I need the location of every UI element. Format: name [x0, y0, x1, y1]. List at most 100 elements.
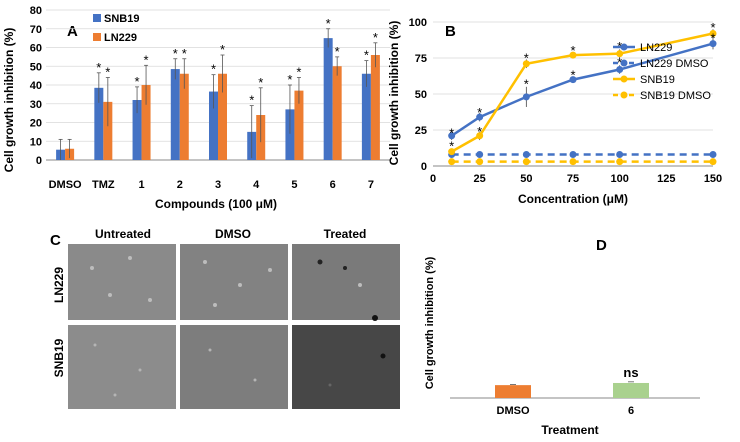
bar-snb19 — [170, 69, 180, 160]
data-point — [569, 76, 577, 84]
significance-star: * — [364, 48, 369, 63]
data-point — [616, 158, 624, 166]
significance-star: * — [373, 30, 378, 45]
legend-marker — [620, 91, 628, 99]
y-tick-label: 50 — [415, 89, 427, 101]
x-tick-label: 7 — [368, 179, 374, 191]
micrograph-snb19-dmso — [180, 325, 288, 409]
bar-snb19 — [323, 38, 333, 160]
column-label-dmso: DMSO — [215, 227, 251, 241]
panel-a-ylabel: Cell growth inhibition (%) — [2, 28, 16, 173]
significance-star: * — [477, 105, 482, 120]
panel-c-label: C — [50, 232, 61, 249]
data-point — [709, 150, 717, 158]
significance-star: * — [173, 46, 178, 61]
column-label-untreated: Untreated — [95, 227, 151, 241]
data-point — [522, 60, 530, 68]
bar-ln229 — [370, 55, 380, 160]
x-tick-label: 75 — [567, 173, 579, 185]
x-tick-label: 125 — [657, 173, 675, 185]
y-tick-label: 50 — [30, 61, 42, 73]
data-point — [476, 158, 484, 166]
significance-star: * — [524, 76, 529, 91]
y-tick-label: 20 — [30, 118, 42, 130]
panel-b-ylabel: Cell growth inhibition (%) — [387, 21, 401, 166]
panel-d-ylabel: Cell growth inhibition (%) — [424, 256, 436, 389]
data-point — [448, 132, 456, 140]
y-tick-label: 40 — [30, 80, 42, 92]
significance-star: * — [617, 55, 622, 70]
legend-label: SNB19 DMSO — [640, 90, 711, 102]
y-tick-label: 25 — [415, 125, 427, 137]
data-point — [476, 113, 484, 121]
data-point — [569, 51, 577, 59]
legend-swatch-snb19 — [93, 14, 101, 22]
panel-d-xlabel: Treatment — [541, 423, 598, 437]
significance-star: * — [296, 65, 301, 80]
x-tick-label: 0 — [430, 173, 436, 185]
bar-ln229 — [141, 85, 151, 160]
micrograph-snb19-treated — [292, 325, 400, 409]
legend-label: SNB19 — [640, 74, 675, 86]
micrograph-ln229-untreated — [68, 244, 176, 320]
y-tick-label: 80 — [30, 5, 42, 17]
series-line-snb19 — [451, 32, 714, 153]
significance-star: * — [524, 50, 529, 65]
column-label-treated: Treated — [324, 227, 367, 241]
x-tick-label: 25 — [474, 173, 486, 185]
row-label-snb19: SNB19 — [52, 338, 66, 377]
x-tick-label: 3 — [215, 179, 221, 191]
significance-star: * — [135, 74, 140, 89]
x-tick-label: 1 — [138, 179, 144, 191]
x-tick-label: 4 — [253, 179, 260, 191]
x-tick-label: DMSO — [49, 179, 82, 191]
significance-star: * — [477, 124, 482, 139]
significance-star: * — [326, 16, 331, 31]
panel-a-label: A — [67, 23, 78, 40]
panel-d-plot: DMSO 6 ns — [450, 365, 700, 417]
data-point — [476, 150, 484, 158]
data-point — [448, 148, 456, 156]
significance-star: * — [449, 138, 454, 153]
significance-star: * — [449, 125, 454, 140]
bar-ln229 — [103, 101, 113, 160]
data-point — [709, 158, 717, 166]
series-line-ln229 — [450, 42, 714, 137]
bar-ln229 — [294, 90, 304, 160]
bar-snb19 — [132, 100, 142, 160]
panel-b-label: B — [445, 23, 456, 40]
legend-marker — [620, 75, 628, 83]
legend-label: LN229 — [640, 42, 672, 54]
data-point — [476, 132, 484, 140]
bar-6 — [613, 382, 649, 398]
data-point — [522, 93, 530, 101]
significance-star: * — [710, 30, 715, 45]
micrograph-ln229-dmso — [180, 244, 288, 320]
y-tick-label: 0 — [421, 161, 427, 173]
significance-star: * — [570, 68, 575, 83]
data-point — [709, 30, 717, 38]
y-tick-label: 75 — [415, 53, 427, 65]
significance-star: * — [570, 43, 575, 58]
significance-star: * — [220, 42, 225, 57]
data-point — [448, 158, 456, 166]
data-point — [569, 150, 577, 158]
significance-star: * — [182, 46, 187, 61]
data-point — [522, 158, 530, 166]
legend-label-snb19: SNB19 — [104, 13, 139, 25]
x-tick-label: DMSO — [497, 405, 530, 417]
y-tick-label: 100 — [409, 17, 427, 29]
x-tick-label: 150 — [704, 173, 722, 185]
significance-star: * — [335, 44, 340, 59]
data-point — [616, 150, 624, 158]
significance-star: * — [211, 62, 216, 77]
significance-star: * — [105, 65, 110, 80]
panel-d-label: D — [596, 237, 607, 254]
panel-b-xlabel: Concentration (μM) — [518, 192, 628, 206]
x-tick-label: 5 — [291, 179, 297, 191]
significance-star: * — [144, 52, 149, 67]
x-tick-label: 100 — [610, 173, 628, 185]
micrograph-snb19-untreated — [68, 325, 176, 409]
bar-ln229 — [179, 73, 189, 160]
